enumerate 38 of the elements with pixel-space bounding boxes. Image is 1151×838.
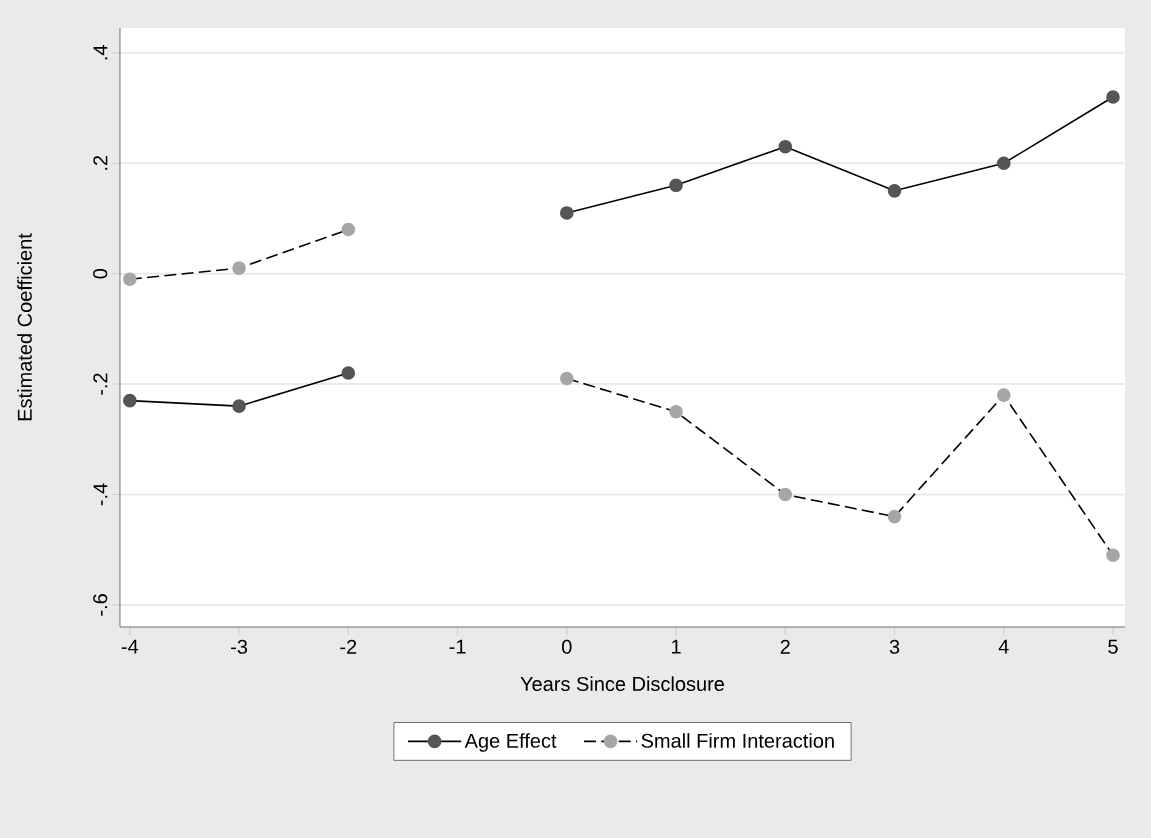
x-tick-label: 1 — [672, 639, 681, 654]
y-tick-label: -.6 — [93, 594, 108, 616]
point — [996, 156, 1011, 171]
x-axis-title: Years Since Disclosure — [520, 676, 725, 692]
point — [341, 222, 356, 237]
point — [232, 399, 246, 413]
legend-label: Age Effect — [464, 733, 557, 752]
x-tick-label: -1 — [449, 639, 466, 654]
point — [1106, 548, 1120, 563]
x-tick-label: 3 — [889, 639, 900, 654]
y-tick-label: .4 — [93, 45, 108, 60]
point — [1106, 90, 1120, 104]
point — [996, 388, 1011, 402]
x-tick-label: -2 — [340, 639, 357, 654]
point — [887, 184, 902, 198]
point — [887, 509, 902, 524]
y-tick-label: -.2 — [93, 373, 108, 395]
x-tick-label: 0 — [562, 639, 572, 654]
y-tick-label: 0 — [93, 268, 108, 279]
point — [669, 178, 683, 193]
legend-label: Small Firm Interaction — [641, 733, 834, 748]
x-tick-label: 4 — [998, 639, 1009, 654]
x-tick-label: -3 — [231, 639, 248, 654]
point — [232, 261, 246, 275]
point — [123, 272, 137, 286]
point — [778, 139, 793, 154]
x-tick-label: 2 — [780, 639, 790, 654]
point — [778, 487, 793, 502]
x-tick-label: -4 — [121, 639, 139, 654]
y-axis-title: Estimated Coefficient — [17, 233, 32, 421]
point — [560, 371, 574, 386]
y-tick-label: .2 — [93, 155, 108, 170]
point — [669, 404, 683, 419]
y-tick-label: -.4 — [93, 483, 108, 506]
point — [560, 206, 574, 220]
point — [123, 393, 137, 408]
x-tick-label: 5 — [1108, 639, 1118, 654]
point — [341, 366, 356, 380]
